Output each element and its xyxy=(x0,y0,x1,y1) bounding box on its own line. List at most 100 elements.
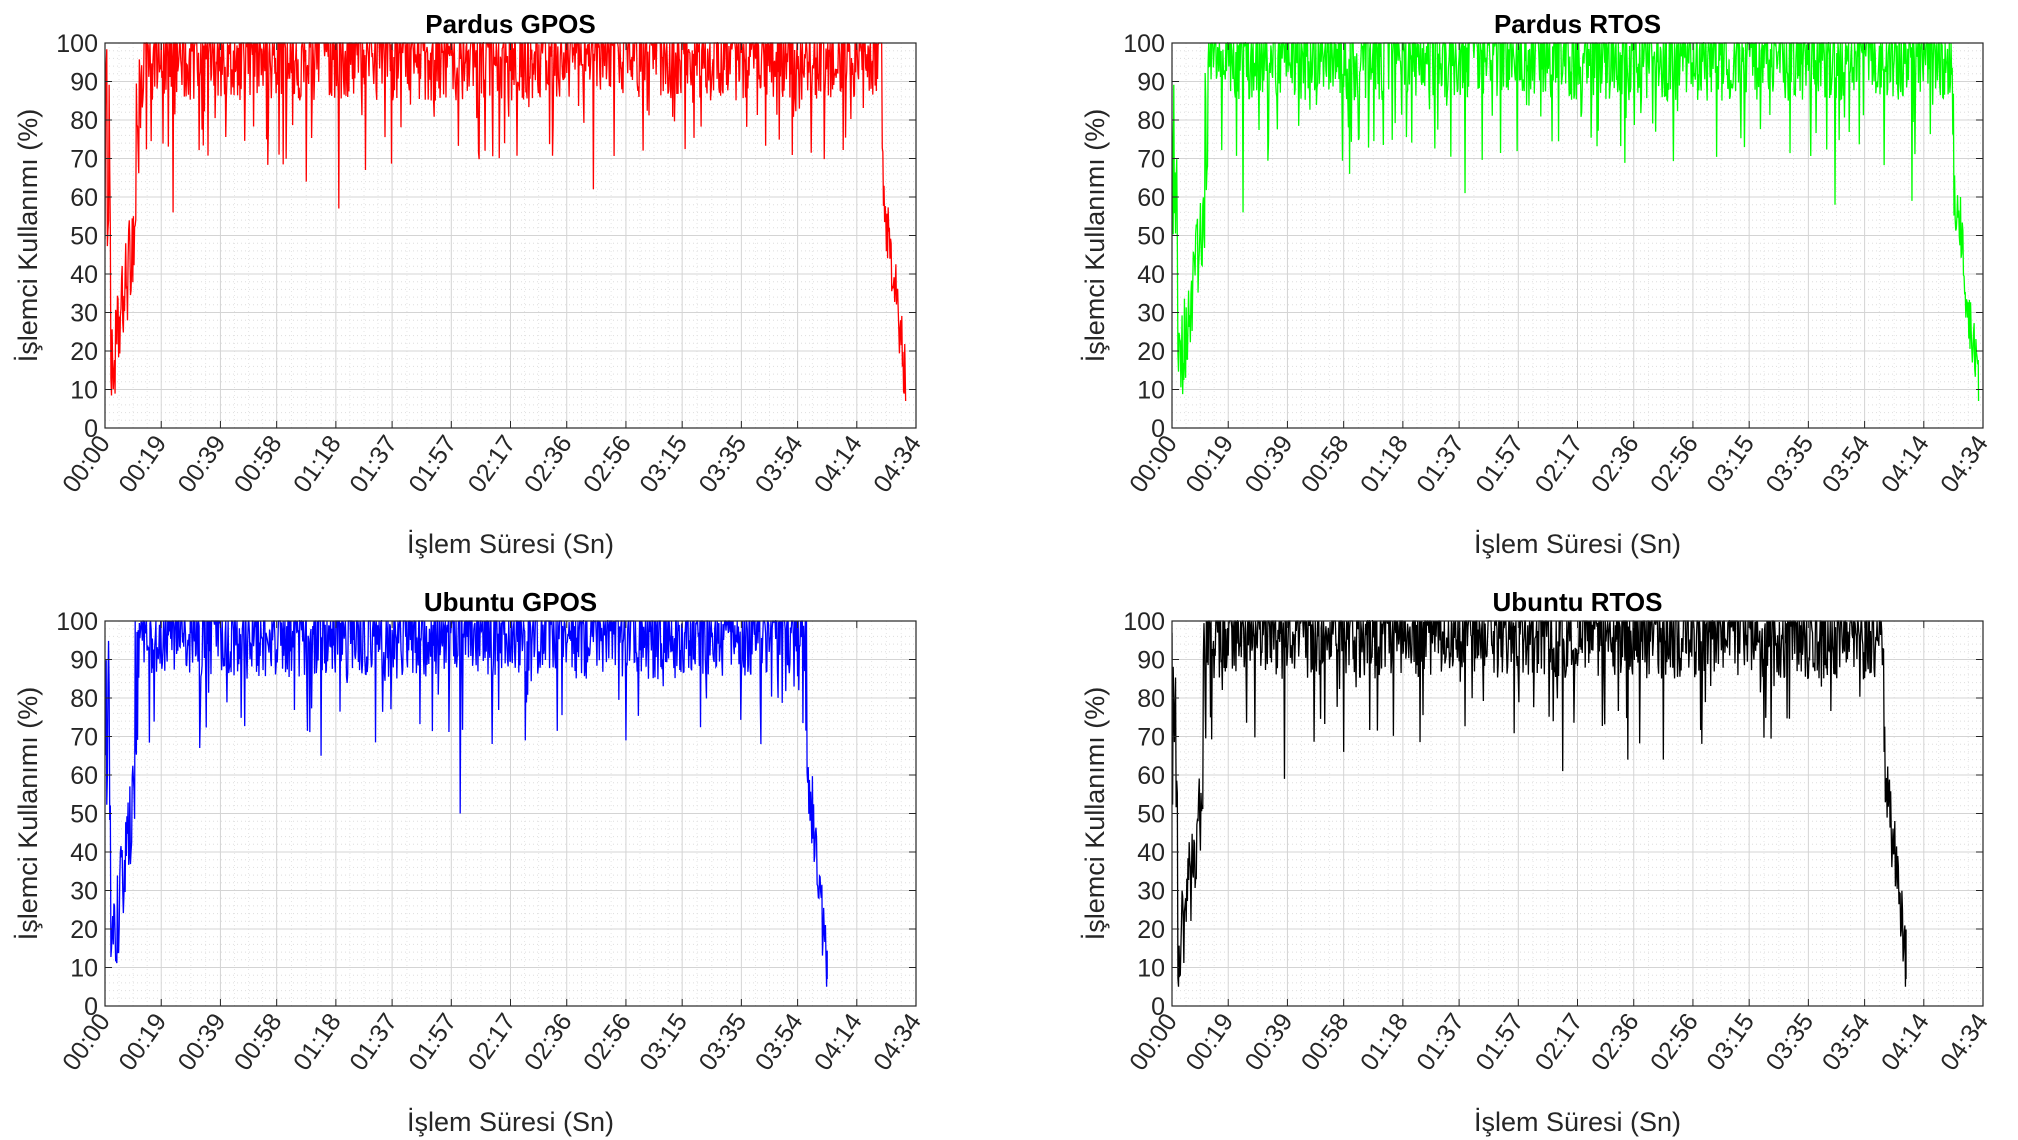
y-tick-label: 90 xyxy=(1137,647,1165,675)
chart-title: Ubuntu RTOS xyxy=(1493,587,1663,617)
y-tick-label: 0 xyxy=(84,415,98,443)
x-tick-label: 03:15 xyxy=(1701,430,1760,497)
x-tick-label: 00:19 xyxy=(1180,1008,1239,1075)
x-tick-label: 00:39 xyxy=(1240,1008,1299,1075)
y-axis-label: İşlemci Kullanımı (%) xyxy=(1079,109,1110,363)
chart-title: Pardus RTOS xyxy=(1494,9,1661,39)
y-tick-label: 100 xyxy=(56,30,98,58)
x-tick-label: 01:18 xyxy=(1355,430,1414,497)
x-tick-label: 03:54 xyxy=(1817,1008,1876,1075)
y-tick-label: 20 xyxy=(1137,916,1165,944)
y-tick-label: 70 xyxy=(70,146,98,174)
x-tick-label: 03:54 xyxy=(750,1008,809,1075)
chart-title: Ubuntu GPOS xyxy=(424,587,597,617)
y-tick-label: 90 xyxy=(70,69,98,97)
x-tick-label: 04:34 xyxy=(868,1008,927,1075)
x-tick-label: 00:19 xyxy=(1180,430,1239,497)
x-tick-label: 02:36 xyxy=(519,1008,578,1075)
y-tick-label: 30 xyxy=(1137,878,1165,906)
y-tick-label: 100 xyxy=(1123,30,1165,58)
y-tick-label: 10 xyxy=(70,955,98,983)
x-tick-label: 00:19 xyxy=(113,430,172,497)
y-axis-label: İşlemci Kullanımı (%) xyxy=(12,687,43,941)
y-tick-label: 30 xyxy=(1137,300,1165,328)
x-tick-label: 00:39 xyxy=(1240,430,1299,497)
x-tick-label: 02:17 xyxy=(463,430,522,497)
x-tick-label: 02:56 xyxy=(1645,430,1704,497)
y-tick-label: 50 xyxy=(1137,801,1165,829)
y-tick-label: 10 xyxy=(1137,377,1165,405)
x-tick-label: 01:57 xyxy=(403,430,462,497)
y-tick-label: 40 xyxy=(70,839,98,867)
x-tick-label: 04:34 xyxy=(868,430,927,497)
x-tick-label: 01:18 xyxy=(288,1008,347,1075)
x-tick-label: 03:15 xyxy=(634,1008,693,1075)
y-tick-label: 30 xyxy=(70,878,98,906)
y-tick-label: 100 xyxy=(1123,608,1165,636)
x-tick-label: 00:58 xyxy=(1296,1008,1355,1075)
y-tick-label: 70 xyxy=(1137,146,1165,174)
x-tick-label: 02:56 xyxy=(578,430,637,497)
y-tick-label: 40 xyxy=(1137,261,1165,289)
x-tick-label: 04:14 xyxy=(1876,1008,1935,1075)
y-axis-label: İşlemci Kullanımı (%) xyxy=(12,109,43,363)
x-tick-label: 03:15 xyxy=(634,430,693,497)
y-tick-label: 30 xyxy=(70,300,98,328)
y-tick-label: 40 xyxy=(1137,839,1165,867)
y-tick-label: 100 xyxy=(56,608,98,636)
chart-title: Pardus GPOS xyxy=(425,9,596,39)
y-tick-label: 60 xyxy=(70,762,98,790)
x-tick-label: 00:39 xyxy=(173,430,232,497)
x-tick-label: 02:17 xyxy=(1530,1008,1589,1075)
y-tick-label: 90 xyxy=(70,647,98,675)
y-tick-label: 90 xyxy=(1137,69,1165,97)
x-tick-label: 00:58 xyxy=(1296,430,1355,497)
y-tick-label: 0 xyxy=(1151,415,1165,443)
y-tick-label: 10 xyxy=(70,377,98,405)
y-tick-label: 80 xyxy=(1137,685,1165,713)
x-tick-label: 00:39 xyxy=(173,1008,232,1075)
x-tick-label: 03:15 xyxy=(1701,1008,1760,1075)
y-tick-label: 20 xyxy=(70,338,98,366)
y-tick-label: 60 xyxy=(1137,184,1165,212)
x-tick-label: 00:00 xyxy=(1124,1008,1183,1075)
x-tick-label: 02:17 xyxy=(1530,430,1589,497)
y-tick-label: 50 xyxy=(1137,223,1165,251)
x-tick-label: 03:35 xyxy=(693,1008,752,1075)
x-tick-label: 01:37 xyxy=(344,1008,403,1075)
x-tick-label: 01:37 xyxy=(1411,430,1470,497)
x-tick-label: 01:37 xyxy=(344,430,403,497)
y-tick-label: 20 xyxy=(70,916,98,944)
x-tick-label: 04:34 xyxy=(1935,1008,1994,1075)
x-axis-label: İşlem Süresi (Sn) xyxy=(407,1106,614,1137)
x-tick-label: 01:18 xyxy=(1355,1008,1414,1075)
x-tick-label: 00:00 xyxy=(57,1008,116,1075)
x-tick-label: 01:18 xyxy=(288,430,347,497)
x-tick-label: 04:14 xyxy=(1876,430,1935,497)
x-tick-label: 03:54 xyxy=(1817,430,1876,497)
y-tick-label: 60 xyxy=(70,184,98,212)
x-tick-label: 00:58 xyxy=(229,1008,288,1075)
x-tick-label: 02:36 xyxy=(1586,1008,1645,1075)
x-tick-label: 01:57 xyxy=(1470,1008,1529,1075)
y-tick-label: 50 xyxy=(70,223,98,251)
y-axis-label: İşlemci Kullanımı (%) xyxy=(1079,687,1110,941)
y-tick-label: 0 xyxy=(1151,993,1165,1021)
x-tick-label: 02:36 xyxy=(519,430,578,497)
x-tick-label: 02:56 xyxy=(578,1008,637,1075)
y-tick-label: 50 xyxy=(70,801,98,829)
x-axis-label: İşlem Süresi (Sn) xyxy=(1474,528,1681,559)
x-tick-label: 03:35 xyxy=(693,430,752,497)
x-tick-label: 04:34 xyxy=(1935,430,1994,497)
x-tick-label: 03:35 xyxy=(1760,430,1819,497)
x-tick-label: 00:00 xyxy=(57,430,116,497)
y-tick-label: 0 xyxy=(84,993,98,1021)
y-tick-label: 70 xyxy=(70,724,98,752)
x-tick-label: 00:19 xyxy=(113,1008,172,1075)
x-tick-label: 00:58 xyxy=(229,430,288,497)
